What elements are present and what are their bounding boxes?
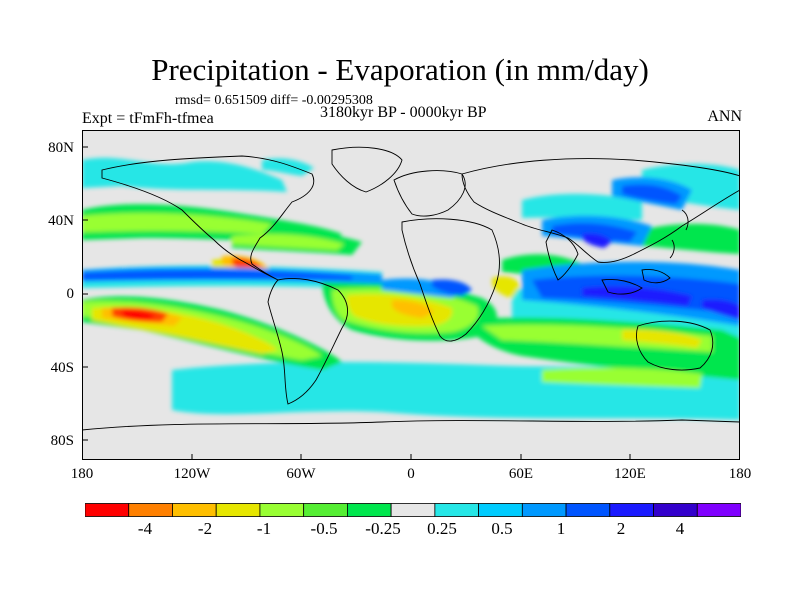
map-ticks bbox=[82, 146, 631, 460]
colorbar-tick-label: 2 bbox=[616, 519, 626, 538]
lon-label-60w: 60W bbox=[286, 466, 316, 482]
lat-label-80n: 80N bbox=[48, 140, 74, 156]
lon-label-120e: 120E bbox=[614, 466, 646, 482]
colorbar-swatch bbox=[172, 503, 217, 517]
colorbar-tick-label: 0.25 bbox=[427, 519, 457, 538]
colorbar-swatch bbox=[390, 503, 436, 517]
colorbar-swatch bbox=[85, 503, 130, 517]
colorbar-tick-label: -0.25 bbox=[365, 519, 401, 538]
colorbar-swatch bbox=[259, 503, 305, 517]
lat-label-0: 0 bbox=[66, 286, 75, 302]
colorbar-swatch bbox=[303, 503, 348, 517]
period-label: 3180kyr BP - 0000kyr BP bbox=[320, 104, 487, 121]
colorbar-swatch bbox=[609, 503, 654, 517]
colorbar-swatch bbox=[215, 503, 261, 517]
lat-label-80s: 80S bbox=[50, 433, 74, 449]
plot-title: Precipitation - Evaporation (in mm/day) bbox=[151, 52, 649, 87]
lat-label-40s: 40S bbox=[50, 360, 74, 376]
colorbar-tick-label: -0.5 bbox=[310, 519, 338, 538]
colorbar-swatch bbox=[653, 503, 698, 517]
colorbar-swatch bbox=[478, 503, 523, 517]
colorbar-tick-label: 4 bbox=[675, 519, 685, 538]
experiment-label: Expt = tFmFh-tfmea bbox=[82, 110, 214, 127]
colorbar-swatch bbox=[434, 503, 479, 517]
lon-label-60e: 60E bbox=[508, 466, 534, 482]
field-contours bbox=[82, 157, 740, 420]
colorbar-tick-label: -1 bbox=[256, 519, 272, 538]
lon-label-180w: 180 bbox=[70, 466, 94, 482]
season-label: ANN bbox=[707, 108, 742, 125]
colorbar-swatch bbox=[128, 503, 173, 517]
colorbar bbox=[85, 503, 741, 517]
lon-label-180e: 180 bbox=[728, 466, 752, 482]
colorbar-swatch bbox=[521, 503, 567, 517]
world-map bbox=[82, 130, 740, 460]
colorbar-tick-label: -2 bbox=[197, 519, 213, 538]
colorbar-swatch bbox=[565, 503, 611, 517]
colorbar-tick-label: 1 bbox=[556, 519, 566, 538]
colorbar-tick-label: 0.5 bbox=[491, 519, 513, 538]
colorbar-swatch bbox=[346, 503, 392, 517]
lon-label-120w: 120W bbox=[173, 466, 211, 482]
lat-label-40n: 40N bbox=[48, 213, 74, 229]
colorbar-tick-label: -4 bbox=[137, 519, 153, 538]
colorbar-swatch bbox=[696, 503, 741, 517]
coastlines bbox=[82, 146, 740, 460]
lon-label-0: 0 bbox=[407, 466, 415, 482]
stats-text: rmsd= 0.651509 diff= -0.00295308 bbox=[175, 93, 373, 108]
